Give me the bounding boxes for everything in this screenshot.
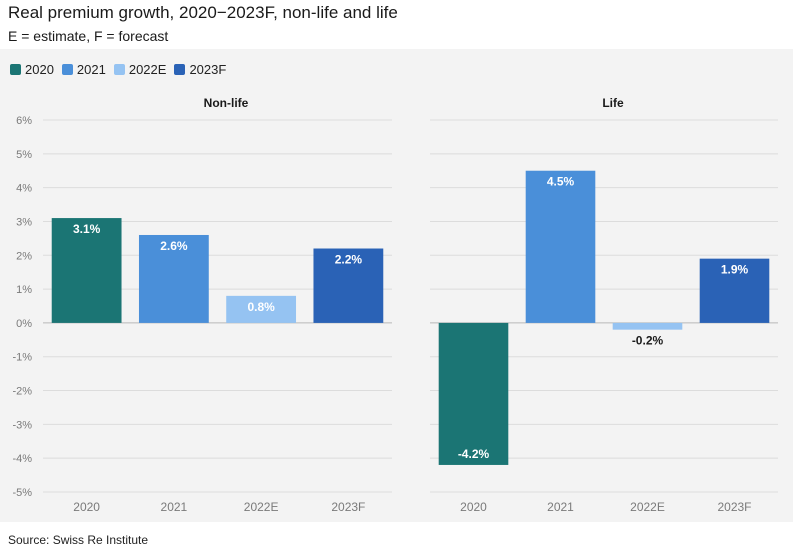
data-label: 1.9% bbox=[721, 263, 749, 277]
data-label: 3.1% bbox=[73, 222, 101, 236]
y-tick-label: -4% bbox=[12, 453, 32, 465]
x-tick-label: 2023F bbox=[717, 500, 751, 514]
panel-non-life: Non-life -5% -4% -3% -2% -1% 0% 1% 2% 3% 4% 5% 6% 3.1… bbox=[12, 96, 392, 514]
bar-non-life-2020 bbox=[51, 218, 122, 323]
y-tick-label: 0% bbox=[16, 318, 32, 330]
legend-label-2020: 2020 bbox=[25, 62, 54, 77]
chart-background bbox=[0, 49, 793, 522]
data-label: -0.2% bbox=[632, 334, 664, 348]
y-tick-label: -5% bbox=[12, 487, 32, 499]
legend-swatch-2020 bbox=[10, 64, 21, 75]
x-tick-label: 2021 bbox=[547, 500, 574, 514]
legend-swatch-2023f bbox=[174, 64, 186, 75]
x-tick-label: 2022E bbox=[244, 500, 279, 514]
data-label: 0.8% bbox=[247, 300, 275, 314]
legend-label-2021: 2021 bbox=[76, 62, 106, 77]
x-tick-label: 2020 bbox=[460, 500, 487, 514]
legend: 2020 2021 2022E 2023F bbox=[10, 62, 234, 77]
legend-item-2021: 2021 bbox=[61, 62, 106, 77]
legend-label-2022e: 2022E bbox=[128, 62, 167, 77]
x-tick-label: 2021 bbox=[161, 500, 188, 514]
y-tick-label: -1% bbox=[12, 352, 32, 364]
y-tick-label: 1% bbox=[16, 284, 32, 296]
y-tick-label: -2% bbox=[12, 386, 32, 398]
data-label: 2.6% bbox=[160, 239, 188, 253]
bar-non-life-2022e bbox=[226, 295, 297, 323]
legend-label-2023f: 2023F bbox=[189, 62, 227, 77]
source-note: Source: Swiss Re Institute bbox=[8, 533, 149, 547]
x-tick-label: 2020 bbox=[73, 500, 100, 514]
y-tick-label: 6% bbox=[16, 115, 32, 127]
legend-item-2022e: 2022E bbox=[113, 62, 167, 77]
bar-life-2020 bbox=[438, 322, 509, 465]
data-label: 2.2% bbox=[335, 253, 363, 267]
chart-title: Real premium growth, 2020−2023F, non-lif… bbox=[8, 3, 398, 22]
x-tick-label: 2023F bbox=[331, 500, 365, 514]
legend-item-2020: 2020 bbox=[10, 62, 54, 77]
bar-life-2021 bbox=[525, 170, 596, 323]
x-tick-label: 2022E bbox=[630, 500, 665, 514]
y-tick-label: 2% bbox=[16, 250, 32, 262]
bar-life-2022e bbox=[612, 322, 683, 330]
panel-life: Life -4.2% 2020 4.5% 2021 -0.2% 2022E 1.9% 2023F bbox=[430, 96, 778, 514]
legend-item-2023f: 2023F bbox=[174, 62, 226, 77]
data-label: -4.2% bbox=[458, 447, 490, 461]
y-tick-label: 5% bbox=[16, 149, 32, 161]
data-label: 4.5% bbox=[547, 175, 575, 189]
y-tick-label: -3% bbox=[12, 419, 32, 431]
y-tick-label: 3% bbox=[16, 216, 32, 228]
bar-non-life-2021 bbox=[138, 234, 209, 323]
y-tick-label: 4% bbox=[16, 183, 32, 195]
panel-title-life: Life bbox=[602, 96, 624, 110]
chart-subtitle: E = estimate, F = forecast bbox=[8, 28, 169, 44]
panel-title-non-life: Non-life bbox=[204, 96, 249, 110]
legend-swatch-2022e bbox=[113, 64, 125, 75]
bar-non-life-2023f bbox=[313, 248, 384, 323]
legend-swatch-2021 bbox=[61, 64, 73, 75]
bar-life-2023f bbox=[699, 258, 770, 323]
